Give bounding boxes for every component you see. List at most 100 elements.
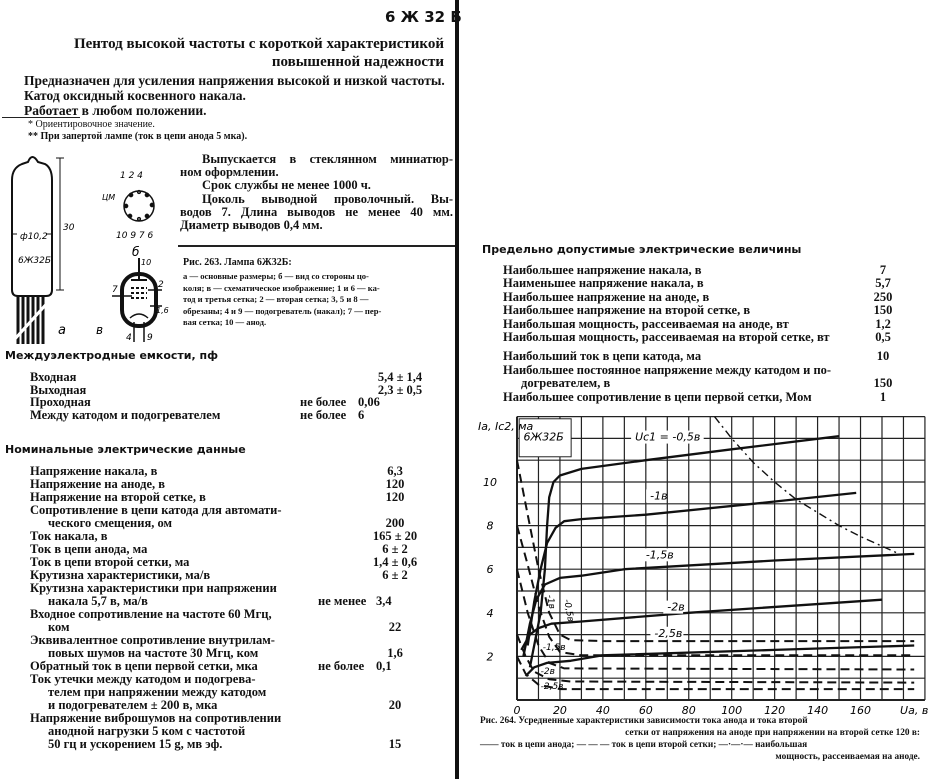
- row-value: 7: [879, 263, 887, 277]
- x-tick-label: 100: [721, 704, 742, 717]
- description-line: а — основные размеры; б — вид со стороны…: [183, 271, 369, 281]
- row-qualifier: не менее: [318, 594, 367, 608]
- screen-curve-label: -1в: [544, 594, 556, 610]
- row-label-line: Входная: [30, 370, 77, 384]
- row-label-line: Наибольшее постоянное напряжение между к…: [503, 362, 832, 377]
- x-tick-label: 140: [807, 704, 828, 717]
- table-row: Наибольший ток в цепи катода, ма 10: [503, 349, 923, 363]
- row-label-line: ком: [48, 620, 70, 634]
- row-value: 6,3: [387, 464, 403, 478]
- row-label: Ток утечки между катодом и подогрева-тел…: [30, 673, 266, 712]
- row-label-line: Наибольшее напряжение накала, в: [503, 263, 702, 277]
- row-label: Эквивалентное сопротивление внутрилам-по…: [30, 634, 275, 660]
- caption-line: сетки от напряжения на аноде при напряже…: [625, 728, 920, 738]
- table-row: Наибольшее сопротивление в цепи первой с…: [503, 389, 923, 404]
- row-label: Наибольшее напряжение накала, в: [503, 263, 702, 277]
- row-label-line: Наибольшее напряжение на второй сетке, в: [503, 303, 751, 318]
- row-value: 250: [873, 289, 893, 304]
- curve-label: -2,5в: [654, 627, 682, 640]
- row-label-line: Наибольшее сопротивление в цепи первой с…: [503, 389, 812, 404]
- row-label: Ток в цепи второй сетки, ма: [30, 556, 189, 569]
- table-row: Наибольшее постоянное напряжение между к…: [503, 362, 923, 391]
- row-label-line: Ток накала, в: [30, 529, 108, 543]
- row-value: 120: [385, 477, 405, 491]
- schematic-pin-1-6: 1,6: [156, 306, 169, 315]
- row-label-line: Входное сопротивление на частоте 60 Мгц,: [30, 607, 272, 621]
- row-label-line: анодной нагрузки 5 ком с частотой: [48, 724, 246, 738]
- row-label: Входная: [30, 371, 76, 384]
- description-line: вая сетка; 10 — анод.: [183, 317, 267, 327]
- table-row: Обратный ток в цепи первой сетки, мка не …: [30, 660, 450, 673]
- screen-curve-label: -2,5в: [541, 682, 564, 692]
- row-value: 150: [873, 303, 893, 318]
- row-qualifier: не более: [318, 659, 365, 673]
- column-divider: [455, 0, 459, 779]
- limits-title: Предельно допустимые электрические велич…: [482, 243, 802, 256]
- footnote-rule: [2, 117, 80, 118]
- table-row: Наибольшая мощность, рассеиваемая на вто…: [503, 330, 923, 344]
- row-label: Напряжение накала, в: [30, 465, 157, 478]
- row-label-line: Наименьшее напряжение накала, в: [503, 276, 704, 291]
- screen-current-curve: [516, 634, 915, 684]
- table-row: Наибольшее напряжение накала, в 7: [503, 263, 923, 277]
- y-tick-label: 4: [487, 607, 494, 620]
- x-tick-label: 160: [850, 704, 871, 717]
- curve-label-bg: [650, 626, 684, 640]
- diameter-label: ф10,2: [20, 232, 48, 242]
- screen-current-curve: [516, 460, 915, 643]
- row-value: 120: [385, 490, 405, 504]
- row-label: Обратный ток в цепи первой сетки, мка: [30, 660, 258, 673]
- row-label-line: Напряжение на второй сетке, в: [30, 490, 206, 504]
- screen-curve-label: -2в: [541, 667, 555, 677]
- curve-label-bg: [641, 548, 675, 562]
- curve-label: -2в: [667, 601, 684, 614]
- row-label-line: Крутизна характеристики, ма/в: [30, 568, 211, 582]
- row-label-line: Напряжение виброшумов на сопротивлении: [30, 711, 282, 725]
- row-label-line: Наибольшая мощность, рассеиваемая на ано…: [503, 316, 789, 331]
- row-value: 200: [385, 516, 405, 530]
- construction-text: Выпускается в стеклянном миниатюр- ном о…: [180, 152, 453, 233]
- row-value: 3,4: [376, 594, 392, 608]
- y-tick-label: 10: [483, 476, 497, 489]
- footnote: * Ориентировочное значение.: [28, 119, 155, 130]
- schematic-pin-9: 9: [147, 333, 153, 343]
- x-tick-label: 20: [553, 704, 567, 717]
- ylabel-bg: [472, 410, 516, 480]
- anode-current-curve: [524, 644, 915, 677]
- row-value: 2,3 ± 0,5: [377, 382, 423, 397]
- row-value: 10: [876, 349, 890, 364]
- description-line: тод и третья сетка; 2 — вторая сетка; 3,…: [183, 294, 369, 304]
- row-label: Наименьшее напряжение накала, в: [503, 276, 704, 291]
- row-label-line: Крутизна характеристики при напряжении: [30, 581, 277, 595]
- height-label: 30: [63, 223, 75, 233]
- table-row: Между катодом и подогревателем не более 6: [30, 408, 450, 422]
- row-label: Ток накала, в: [30, 530, 107, 543]
- table-row: Входная 5,4 ± 1,4: [30, 371, 450, 384]
- construction-line: Диаметр выводов 0,4 мм.: [180, 218, 323, 233]
- intro-line: Катод оксидный косвенного накала.: [24, 88, 246, 103]
- base-view-drawing: [123, 189, 155, 222]
- pins-bottom-label: 10 9 7 6: [116, 231, 153, 241]
- row-value: 165 ± 20: [372, 529, 418, 543]
- screen-curve-label: -1,5в: [543, 643, 566, 653]
- screen-current-curve: [516, 525, 915, 657]
- row-label-line: Напряжение накала, в: [30, 464, 158, 478]
- figure-rule: [178, 245, 455, 247]
- row-label-line: и подогревателем ± 200 в, мка: [48, 698, 218, 712]
- x-tick-label: 120: [764, 704, 785, 717]
- row-value: 0,06: [358, 395, 380, 410]
- anode-current-curve: [526, 491, 857, 646]
- row-value: 22: [388, 620, 402, 634]
- x-tick-label: 0: [514, 704, 521, 717]
- row-label: Наибольшее сопротивление в цепи первой с…: [503, 389, 812, 404]
- row-label: Крутизна характеристики при напряжении на…: [30, 582, 277, 608]
- construction-line: Цоколь выводной проволочный. Вы-: [202, 191, 453, 206]
- construction-line: ном оформлении.: [180, 165, 279, 180]
- curve-label: -1в: [650, 489, 667, 502]
- row-label-line: 50 гц и ускорением 15 g, мв эф.: [48, 737, 223, 751]
- row-label: Сопротивление в цепи катода для автомати…: [30, 504, 282, 530]
- screen-current-curve: [516, 568, 915, 671]
- schematic-pin-10: 10: [141, 258, 151, 267]
- x-axis-label: Ua, в: [900, 704, 928, 717]
